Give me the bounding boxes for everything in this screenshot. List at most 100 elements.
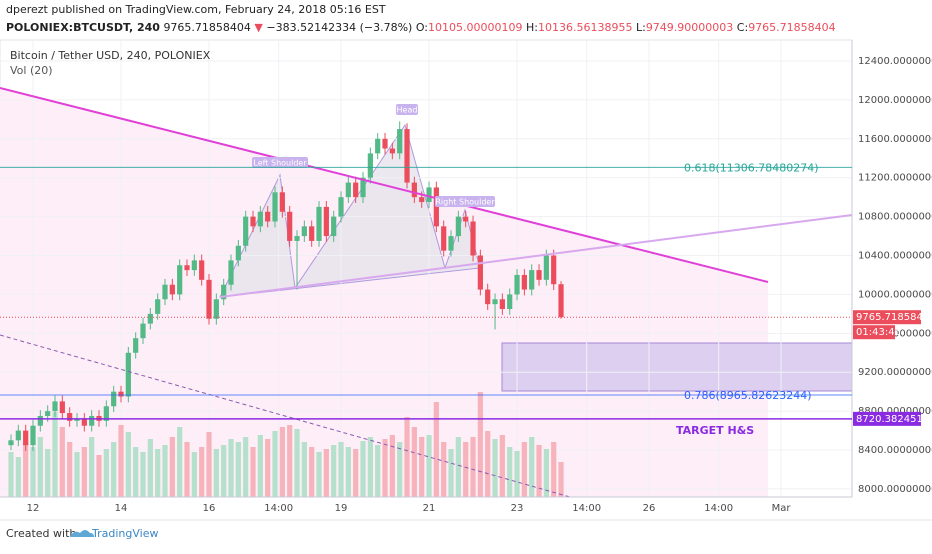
volume-bar xyxy=(543,449,549,497)
volume-bar xyxy=(441,442,447,497)
volume-bar xyxy=(103,449,109,497)
candle-body xyxy=(404,129,410,183)
volume-bar xyxy=(118,425,124,497)
candle-body xyxy=(125,352,131,397)
candle-body xyxy=(338,197,344,217)
header-text: 9749.90000003 xyxy=(646,21,733,34)
x-tick-label: Mar xyxy=(772,503,792,514)
candle-body xyxy=(294,236,300,241)
candle-body xyxy=(323,206,329,237)
volume-bar xyxy=(360,441,366,497)
volume-bar xyxy=(221,445,227,497)
volume-bar xyxy=(37,437,43,497)
target-box xyxy=(501,342,853,392)
x-tick-label: 19 xyxy=(335,503,348,514)
y-tick-label: 9200.00000000 xyxy=(858,367,932,378)
candle-body xyxy=(221,284,227,300)
price-tag xyxy=(853,411,921,426)
y-tick-label: 8400.00000000 xyxy=(858,445,932,456)
candle-body xyxy=(514,274,520,295)
volume-bar xyxy=(529,437,535,497)
volume-bar xyxy=(470,437,476,497)
volume-bar xyxy=(155,449,161,497)
volume-bar xyxy=(448,449,454,497)
neckline xyxy=(219,214,853,298)
volume-bar xyxy=(514,451,520,497)
candle-body xyxy=(309,226,315,241)
volume-bar xyxy=(96,455,102,497)
candle-body xyxy=(81,418,87,426)
candle-body xyxy=(184,265,190,271)
candle-body xyxy=(536,270,542,280)
volume-bar xyxy=(162,445,168,497)
header-text: 9765.71858404 xyxy=(748,21,835,34)
header-text: C: xyxy=(737,21,748,34)
candle-body xyxy=(470,221,476,256)
volume-bar xyxy=(184,442,190,497)
volume-bar xyxy=(287,425,293,497)
candle-body xyxy=(191,260,197,271)
candle-body xyxy=(521,274,527,290)
candle-body xyxy=(59,401,65,414)
candle-body xyxy=(67,413,73,421)
candle-body xyxy=(52,401,58,412)
candle-body xyxy=(397,129,403,154)
y-tick-label: 11600.00000000 xyxy=(858,134,932,145)
y-tick-label: 8000.00000000 xyxy=(858,484,932,495)
footer-created: Created with xyxy=(6,527,76,540)
header-text: O: xyxy=(416,21,428,34)
candle-body xyxy=(485,289,491,305)
volume-bar xyxy=(411,427,417,497)
volume-bar xyxy=(265,439,271,497)
candle-body xyxy=(529,270,535,290)
candle-body xyxy=(279,192,285,212)
candle-body xyxy=(140,323,146,339)
countdown-tag xyxy=(853,325,895,340)
y-tick-label: 10400.00000000 xyxy=(858,251,932,262)
candle-body xyxy=(257,211,263,227)
volume-bar xyxy=(463,442,469,497)
fib-label: 0.786(8965.82623244) xyxy=(684,389,812,402)
target-price-label: 8720.38245114 xyxy=(856,414,932,425)
head-label: Head xyxy=(397,106,418,115)
candle-body xyxy=(316,206,322,241)
candle-body xyxy=(199,260,205,280)
target-label: TARGET H&S xyxy=(676,424,754,437)
volume-label: Vol (20) xyxy=(10,64,53,77)
volume-bar xyxy=(485,431,491,497)
volume-bar xyxy=(199,447,205,497)
logo xyxy=(70,530,94,537)
x-tick-label: 14:00 xyxy=(704,503,733,514)
volume-bar xyxy=(243,437,249,497)
candles xyxy=(8,121,564,451)
candle-body xyxy=(551,255,557,285)
y-tick-label: 12000.00000000 xyxy=(858,95,932,106)
header-text: POLONIEX:BTCUSDT, 240 xyxy=(6,21,160,34)
x-tick-label: 14:00 xyxy=(264,503,293,514)
candle-body xyxy=(543,255,549,280)
volume-bar xyxy=(353,449,359,497)
chart-title: Bitcoin / Tether USD, 240, POLONIEX xyxy=(10,49,211,62)
price-tag xyxy=(853,310,921,325)
volume-bar xyxy=(191,452,197,497)
volume-bar xyxy=(257,435,263,497)
candle-body xyxy=(558,284,564,318)
volume-bar xyxy=(147,439,153,497)
volume-bar xyxy=(426,435,432,497)
candle-body xyxy=(331,216,337,237)
volume-bar xyxy=(228,439,234,497)
header-text: −383.52142334 (−3.78%) xyxy=(266,21,412,34)
y-tick-label: 12400.00000000 xyxy=(858,56,932,67)
volume-bar xyxy=(375,445,381,497)
volume-bar xyxy=(111,442,117,497)
volume-bar xyxy=(235,442,241,497)
candle-body xyxy=(389,148,395,154)
candle-body xyxy=(45,411,51,416)
volume-bar xyxy=(338,442,344,497)
candle-body xyxy=(507,294,513,310)
volume-bar xyxy=(382,439,388,497)
candle-body xyxy=(441,226,447,251)
candle-body xyxy=(477,255,483,290)
downtrend-line xyxy=(0,87,769,283)
